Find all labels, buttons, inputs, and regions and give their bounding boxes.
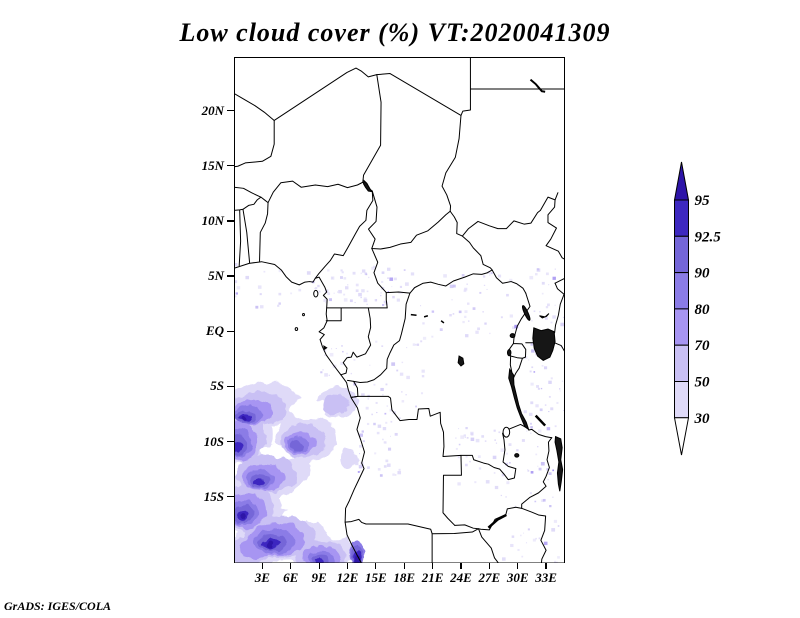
colorbar-segment xyxy=(674,381,689,419)
x-tick xyxy=(432,563,434,569)
x-tick-label: 3E xyxy=(254,570,270,585)
plot-title: Low cloud cover (%) VT:2020041309 xyxy=(179,18,611,47)
colorbar-label: 95 xyxy=(695,193,711,209)
x-tick-label: 24E xyxy=(450,570,472,585)
y-tick xyxy=(227,275,234,277)
x-tick-label: 15E xyxy=(365,570,387,585)
x-tick-label: 6E xyxy=(283,570,299,585)
y-tick-label: 10N xyxy=(201,212,224,228)
colorbar-arrow-bottom xyxy=(673,417,690,456)
y-tick xyxy=(227,330,234,332)
y-tick-label: 5S xyxy=(210,378,224,394)
map-panel xyxy=(234,57,565,564)
y-tick xyxy=(227,109,234,112)
y-tick xyxy=(227,496,234,498)
y-tick-label: 20N xyxy=(201,102,224,118)
colorbar-segment xyxy=(674,235,689,274)
colorbar-label: 50 xyxy=(695,375,711,391)
y-tick xyxy=(227,385,234,388)
x-tick xyxy=(375,563,377,569)
y-tick-label: EQ xyxy=(205,323,224,339)
x-tick xyxy=(318,563,320,569)
x-tick-label: 33E xyxy=(535,570,557,585)
x-tick xyxy=(517,563,519,569)
coastline xyxy=(234,261,365,563)
x-tick xyxy=(290,563,292,569)
y-tick xyxy=(227,165,234,167)
colorbar-label: 90 xyxy=(695,266,711,282)
colorbar-label: 92.5 xyxy=(695,229,722,245)
x-tick-label: 12E xyxy=(336,570,359,585)
x-tick xyxy=(403,563,405,569)
x-tick xyxy=(261,563,263,569)
x-tick-label: 30E xyxy=(506,570,529,585)
x-tick xyxy=(346,563,349,569)
y-tick xyxy=(227,441,234,443)
colorbar-label: 30 xyxy=(694,411,711,427)
x-tick-label: 18E xyxy=(393,570,416,585)
cloud-deck xyxy=(234,382,365,563)
colorbar-label: 70 xyxy=(695,338,711,354)
y-tick xyxy=(227,220,234,222)
cloud-level-95 xyxy=(239,416,361,563)
y-tick-label: 15S xyxy=(203,488,224,504)
colorbar-segment xyxy=(674,272,689,310)
colorbar-segment xyxy=(674,308,689,346)
colorbar-segment xyxy=(674,199,689,237)
colorbar-arrow-top xyxy=(673,161,690,201)
x-tick xyxy=(460,563,462,569)
x-tick-label: 21E xyxy=(421,570,444,585)
grads-credit: GrADS: IGES/COLA xyxy=(4,599,112,613)
colorbar-label: 80 xyxy=(695,302,711,318)
x-tick xyxy=(545,563,547,569)
x-tick-label: 27E xyxy=(478,570,501,585)
y-tick-label: 15N xyxy=(201,157,224,173)
lakes xyxy=(324,79,563,527)
colorbar-segment xyxy=(674,344,689,383)
country-borders xyxy=(234,57,565,564)
x-tick xyxy=(488,563,490,569)
y-tick-label: 10S xyxy=(203,433,224,449)
y-tick-label: 5N xyxy=(208,268,224,284)
x-tick-label: 9E xyxy=(311,570,327,585)
